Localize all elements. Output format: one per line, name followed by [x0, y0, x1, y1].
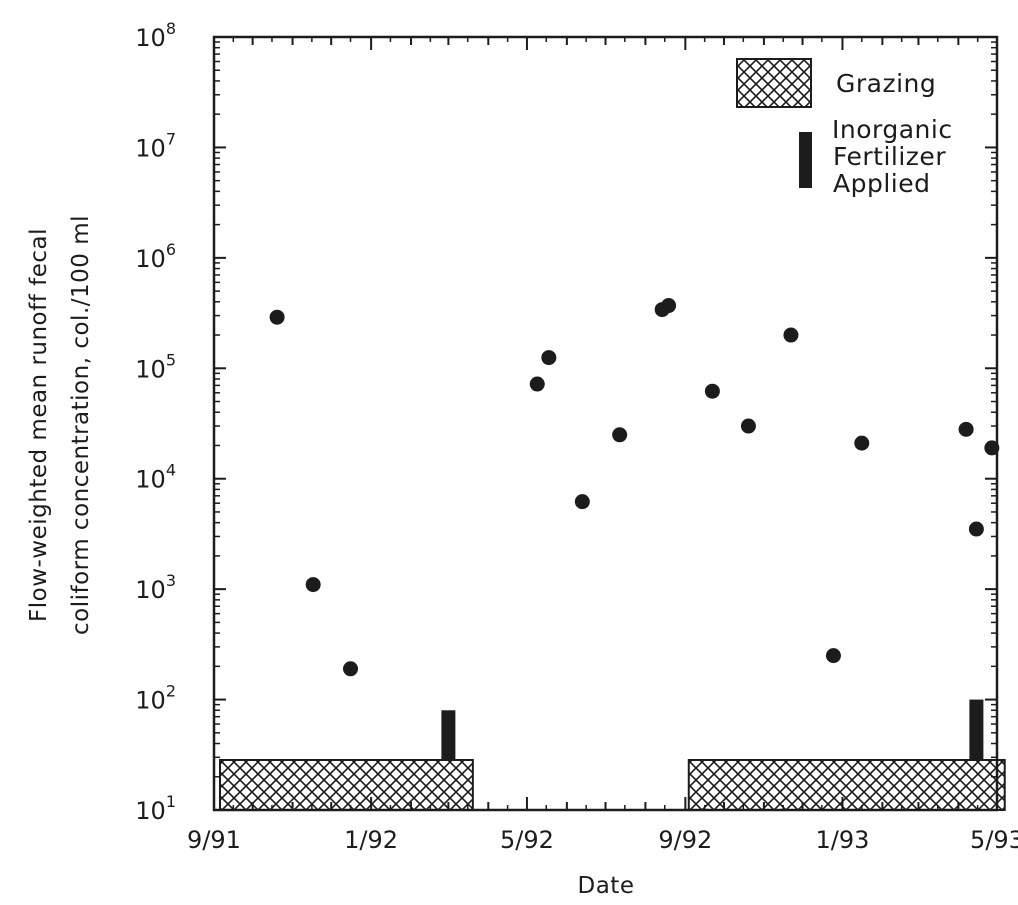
x-tick-label: 1/92 [344, 826, 398, 854]
x-tick-label: 5/93 [970, 826, 1018, 854]
data-point [984, 440, 1000, 456]
data-point [269, 309, 285, 325]
data-point [305, 577, 321, 593]
tick-labels-layer: 9/91 1/92 5/92 9/92 1/93 5/93 101 102 103 104 105 1… [135, 19, 1018, 854]
x-axis-title: Date [578, 873, 635, 899]
legend-grazing-swatch [736, 58, 812, 108]
data-point [574, 494, 590, 510]
grazing-band-1 [219, 759, 474, 811]
legend-fertilizer-swatch [799, 132, 812, 188]
y-axis-title-line-2: coliform concentration, col./100 ml [68, 215, 94, 635]
data-point [783, 327, 799, 343]
legend-fertilizer-label-line: Inorganic [832, 115, 953, 144]
data-point [740, 418, 756, 434]
fertilizer-marker-2 [969, 699, 984, 760]
data-point [529, 376, 545, 392]
data-point [958, 421, 974, 437]
x-tick-label: 9/92 [658, 826, 712, 854]
x-tick-label: 9/91 [187, 826, 241, 854]
y-tick-label: 106 [135, 240, 176, 273]
legend-fertilizer-label-line: Fertilizer [833, 142, 946, 171]
grazing-band-2 [687, 759, 1006, 811]
legend-grazing-label: Grazing [836, 69, 936, 98]
data-point [825, 648, 841, 664]
data-point [854, 435, 870, 451]
x-tick-label: 5/92 [500, 826, 554, 854]
y-tick-label: 107 [135, 129, 176, 162]
data-point [968, 521, 984, 537]
y-tick-label: 103 [135, 571, 176, 604]
y-tick-label: 101 [135, 792, 176, 825]
fertilizer-marker-1 [441, 710, 456, 760]
axes-layer [212, 35, 999, 812]
legend-fertilizer-label-line: Applied [833, 169, 930, 198]
data-points-layer [269, 298, 1000, 677]
data-point [704, 383, 720, 399]
y-axis-title-line-1: Flow-weighted mean runoff fecal [26, 228, 52, 622]
axis-titles: Date Flow-weighted mean runoff fecal colif… [26, 215, 634, 899]
data-point [343, 661, 359, 677]
data-point [541, 350, 557, 366]
data-point [661, 298, 677, 314]
x-tick-label: 1/93 [816, 826, 870, 854]
y-tick-label: 104 [135, 461, 176, 494]
grazing-bands-layer [219, 699, 1006, 811]
y-tick-label: 105 [135, 350, 176, 383]
y-tick-label: 102 [135, 682, 176, 715]
data-point [612, 427, 628, 443]
y-tick-label: 108 [135, 19, 176, 52]
